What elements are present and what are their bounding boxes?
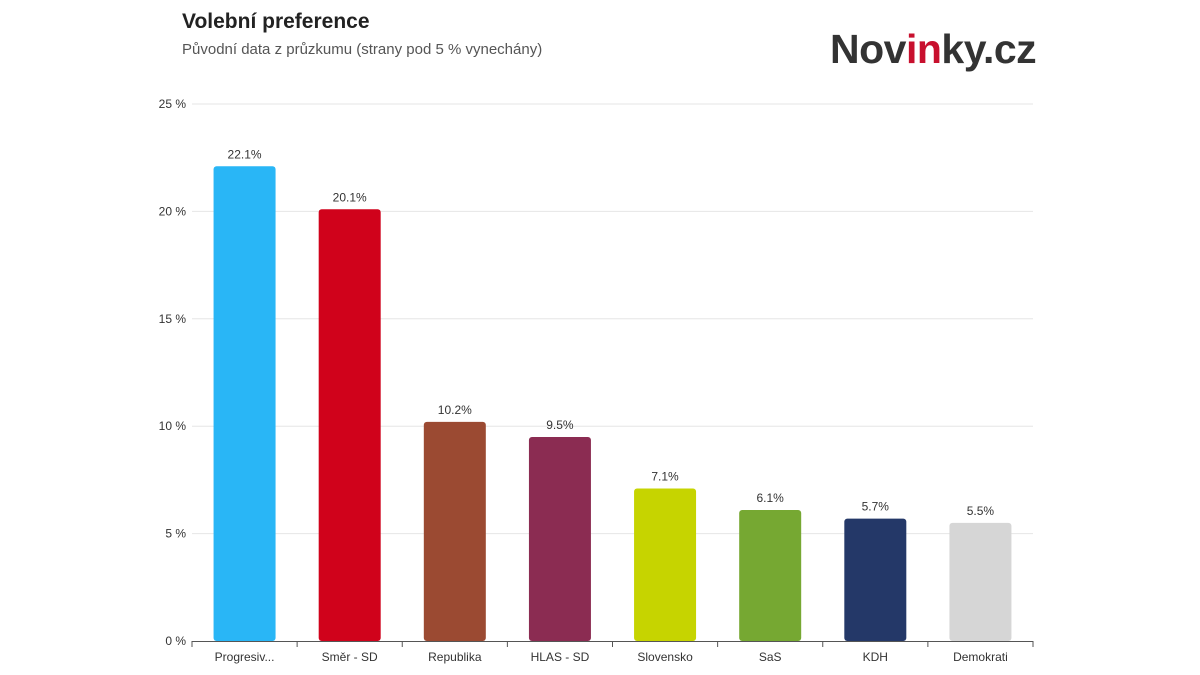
y-tick-label: 0 % bbox=[165, 634, 186, 648]
novinky-logo: Novinky.cz bbox=[830, 26, 1037, 73]
chart-subtitle: Původní data z průzkumu (strany pod 5 % … bbox=[182, 41, 543, 58]
bar bbox=[844, 518, 907, 641]
data-label: 20.1% bbox=[333, 190, 367, 204]
y-tick-label: 25 % bbox=[159, 97, 187, 111]
bar bbox=[739, 509, 802, 641]
bar bbox=[318, 209, 381, 641]
x-tick-label: Progresiv... bbox=[215, 650, 275, 664]
x-tick-label: Republika bbox=[428, 650, 482, 664]
x-tick-label: KDH bbox=[863, 650, 888, 664]
bar bbox=[528, 436, 591, 641]
x-tick-label: Demokrati bbox=[953, 650, 1008, 664]
data-label: 22.1% bbox=[228, 147, 262, 161]
data-label: 6.1% bbox=[757, 491, 785, 505]
data-label: 10.2% bbox=[438, 403, 472, 417]
bar bbox=[213, 166, 276, 642]
y-tick-label: 15 % bbox=[159, 312, 187, 326]
bar bbox=[949, 522, 1012, 641]
y-tick-label: 10 % bbox=[159, 419, 187, 433]
x-tick-label: Slovensko bbox=[637, 650, 693, 664]
bar bbox=[423, 421, 486, 641]
x-tick-label: Směr - SD bbox=[322, 650, 378, 664]
data-label: 9.5% bbox=[546, 418, 574, 432]
y-tick-label: 5 % bbox=[165, 527, 186, 541]
y-tick-label: 20 % bbox=[159, 204, 187, 218]
data-label: 5.7% bbox=[862, 500, 890, 514]
x-tick-label: SaS bbox=[759, 650, 782, 664]
data-label: 7.1% bbox=[651, 469, 679, 483]
chart-title: Volební preference bbox=[182, 10, 370, 33]
logo-part: Nov bbox=[830, 26, 906, 72]
bar bbox=[634, 488, 697, 641]
logo-part-red: in bbox=[905, 26, 942, 72]
logo-part: ky.cz bbox=[941, 26, 1037, 72]
x-tick-label: HLAS - SD bbox=[531, 650, 590, 664]
data-label: 5.5% bbox=[967, 504, 995, 518]
